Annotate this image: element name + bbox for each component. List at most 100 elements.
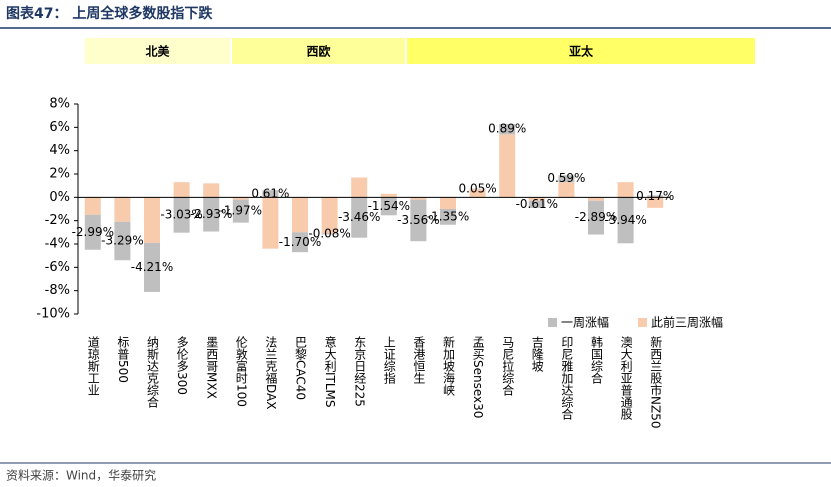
bar — [321, 233, 338, 235]
y-tick-label: -2% — [45, 213, 70, 228]
bar — [440, 209, 456, 225]
bar — [647, 197, 664, 208]
bar — [410, 197, 427, 200]
bar — [351, 197, 368, 238]
bar — [232, 199, 249, 223]
bar — [410, 199, 427, 242]
bar — [528, 200, 545, 208]
bar — [84, 214, 101, 250]
bar — [84, 197, 101, 215]
data-label: -3.56% — [397, 213, 439, 227]
x-tick-label: 纳斯达克综合 — [146, 336, 160, 408]
bar — [558, 182, 575, 198]
chart-title: 图表47： 上周全球多数股指下跌 — [6, 5, 213, 22]
x-tick-label: 意大利ITLMS — [323, 335, 337, 408]
bar — [647, 195, 664, 198]
x-tick-label: 法兰克福DAX — [264, 336, 278, 410]
region-label: 亚太 — [569, 44, 594, 59]
bar — [588, 197, 604, 201]
x-tick-label: 吉隆坡 — [530, 336, 544, 372]
data-label: 0.59% — [547, 171, 585, 185]
data-label: -3.29% — [101, 234, 143, 248]
bar — [380, 193, 397, 198]
bar — [262, 197, 279, 249]
y-tick-label: -4% — [45, 237, 70, 252]
data-label: -2.93% — [190, 207, 232, 221]
x-tick-label: 印尼雅加达综合 — [560, 336, 574, 420]
data-label: -4.21% — [131, 260, 173, 274]
data-label: 0.89% — [488, 122, 526, 136]
x-tick-label: 韩国综合 — [590, 335, 604, 384]
y-tick-label: 2% — [49, 167, 70, 182]
bar — [617, 182, 634, 198]
data-label: 0.17% — [636, 189, 674, 203]
bar — [617, 197, 634, 244]
source: 资料来源：Wind，华泰研究 — [6, 468, 156, 483]
bar — [528, 197, 545, 201]
data-label: 0.05% — [459, 181, 497, 195]
y-tick-label: -6% — [45, 260, 70, 275]
bar — [173, 197, 190, 233]
bar — [558, 175, 575, 183]
x-tick-label: 新西兰股市NZ50 — [649, 335, 663, 429]
region-label: 西欧 — [306, 44, 330, 59]
legend-label: 一周涨幅 — [561, 315, 609, 330]
data-label: -3.46% — [338, 210, 380, 224]
x-tick-label: 墨西哥MXX — [205, 336, 219, 399]
x-tick-label: 澳大利亚普通股 — [619, 336, 633, 421]
y-tick-label: -10% — [36, 307, 70, 322]
x-tick-label: 孟买Sensex30 — [471, 336, 485, 419]
data-label: -3.03% — [160, 208, 202, 222]
legend-label: 此前三周涨幅 — [651, 315, 723, 330]
x-tick-label: 巴黎CAC40 — [294, 336, 308, 400]
bar — [469, 189, 486, 198]
bar — [499, 134, 516, 198]
x-tick-label: 上证综指 — [382, 336, 396, 385]
bar — [114, 197, 131, 222]
data-label: 0.61% — [251, 186, 289, 200]
bar — [144, 197, 160, 243]
x-tick-label: 马尼拉综合 — [501, 336, 515, 396]
x-tick-label: 东京日经225 — [353, 336, 367, 407]
bar — [232, 197, 249, 200]
y-tick-label: 6% — [49, 120, 70, 135]
bar — [292, 232, 308, 253]
data-label: -0.61% — [516, 197, 558, 211]
region-band — [232, 38, 405, 64]
y-tick-label: -8% — [45, 283, 70, 298]
region-band — [407, 38, 755, 64]
bar — [321, 197, 338, 234]
bar — [203, 197, 220, 232]
bar — [144, 242, 160, 292]
bar — [440, 197, 456, 209]
bar — [262, 190, 279, 198]
x-tick-label: 香港恒生 — [412, 336, 426, 384]
data-label: -1.54% — [368, 199, 410, 213]
bar — [588, 200, 604, 235]
x-tick-label: 伦敦富时100 — [234, 335, 248, 407]
x-tick-label: 标普500 — [116, 336, 130, 383]
region-band — [85, 38, 230, 64]
y-tick-label: 8% — [49, 97, 70, 112]
x-tick-label: 新加坡海峡 — [442, 335, 456, 396]
data-label: -1.70% — [279, 235, 321, 249]
data-label: -2.89% — [575, 210, 617, 224]
bar — [203, 183, 220, 198]
data-label: -0.08% — [308, 226, 350, 240]
bar — [173, 182, 190, 198]
bar — [114, 221, 131, 261]
bar — [292, 197, 308, 233]
legend-swatch — [638, 318, 648, 327]
x-tick-label: 多伦多300 — [175, 336, 189, 395]
y-tick-label: 0% — [49, 190, 70, 205]
data-label: -1.35% — [427, 209, 469, 223]
bar — [469, 188, 486, 190]
bar — [351, 177, 368, 198]
region-label: 北美 — [145, 44, 170, 59]
x-tick-label: 道琼斯工业 — [86, 336, 100, 396]
data-label: -3.94% — [604, 213, 646, 227]
data-label: -2.99% — [72, 225, 114, 239]
legend-swatch — [548, 318, 557, 327]
bar — [499, 123, 516, 135]
